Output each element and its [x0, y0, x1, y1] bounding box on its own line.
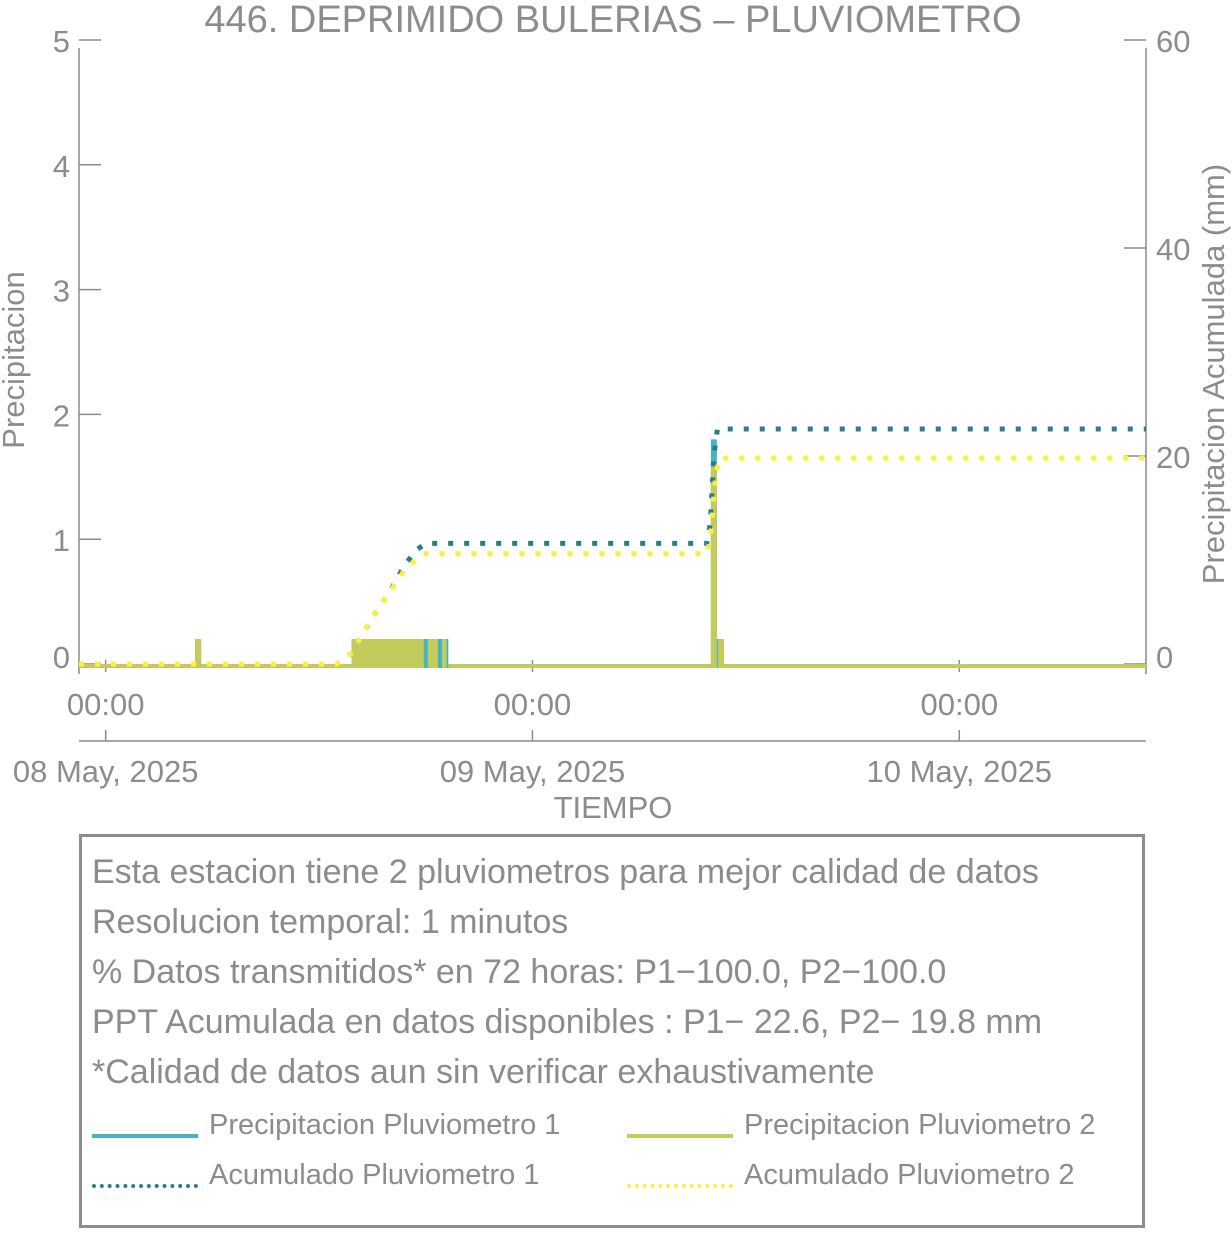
- info-line-resolution: Resolucion temporal: 1 minutos: [92, 903, 569, 941]
- x-axis-label: TIEMPO: [554, 790, 673, 825]
- y-right-tick-label: 20: [1156, 440, 1190, 475]
- y-left-tick-label: 2: [53, 398, 70, 433]
- p2-precip-bar-block: [351, 639, 445, 668]
- info-line-accumulated: PPT Acumulada en datos disponibles : P1−…: [92, 1003, 1043, 1041]
- legend-label-p2: Precipitacion Pluviometro 2: [744, 1109, 1096, 1141]
- p2-precip-bar: [717, 639, 724, 668]
- legend-swatch-acc2: [627, 1184, 733, 1188]
- chart-axes: 0 1 2 3 4 5 0 20 40 60 00:00 08 May, 2025 00:00 09 Ma…: [13, 24, 1191, 789]
- legend-swatch-acc1: [92, 1184, 198, 1188]
- plot-area: [79, 426, 1146, 668]
- y-left-tick-label: 3: [53, 274, 70, 309]
- x-date-tick-label: 09 May, 2025: [440, 754, 626, 789]
- x-time-tick-label: 00:00: [67, 687, 145, 722]
- legend-label-acc2: Acumulado Pluviometro 2: [744, 1159, 1075, 1191]
- x-time-tick-label: 00:00: [920, 687, 998, 722]
- info-line-transmitted: % Datos transmitidos* en 72 horas: P1−10…: [92, 953, 947, 991]
- y-axis-right-label: Precipitacion Acumulada (mm): [1196, 164, 1231, 584]
- info-line-stations: Esta estacion tiene 2 pluviometros para …: [92, 853, 1039, 891]
- x-date-tick-label: 08 May, 2025: [13, 754, 199, 789]
- rainfall-chart: 446. DEPRIMIDO BULERIAS – PLUVIOMETRO 0 1…: [0, 0, 1231, 825]
- legend-label-acc1: Acumulado Pluviometro 1: [209, 1159, 540, 1191]
- y-right-tick-label: 60: [1156, 24, 1190, 59]
- info-legend-box: Esta estacion tiene 2 pluviometros para …: [79, 834, 1145, 1228]
- x-time-tick-label: 00:00: [494, 687, 572, 722]
- y-left-tick-label: 5: [53, 24, 70, 59]
- y-right-tick-label: 40: [1156, 232, 1190, 267]
- p2-precip-bar: [710, 464, 717, 668]
- p1-precip-bar: [438, 639, 443, 668]
- y-left-tick-label: 1: [53, 523, 70, 558]
- y-left-tick-label: 0: [53, 640, 70, 675]
- acc1-line: [79, 426, 1146, 667]
- y-left-tick-label: 4: [53, 149, 70, 184]
- y-right-tick-label: 0: [1156, 640, 1173, 675]
- legend-label-p1: Precipitacion Pluviometro 1: [209, 1109, 561, 1141]
- x-date-tick-label: 10 May, 2025: [867, 754, 1053, 789]
- y-axis-left-label: Precipitacion: [0, 271, 31, 448]
- chart-title: 446. DEPRIMIDO BULERIAS – PLUVIOMETRO: [204, 0, 1021, 41]
- legend-swatch-p1: [92, 1134, 198, 1138]
- p1-precip-bar: [423, 639, 428, 668]
- info-line-quality-note: *Calidad de datos aun sin verificar exha…: [92, 1053, 875, 1091]
- p2-precip-bar: [195, 639, 202, 668]
- legend-swatch-p2: [627, 1134, 733, 1138]
- acc2-line: [79, 455, 1146, 667]
